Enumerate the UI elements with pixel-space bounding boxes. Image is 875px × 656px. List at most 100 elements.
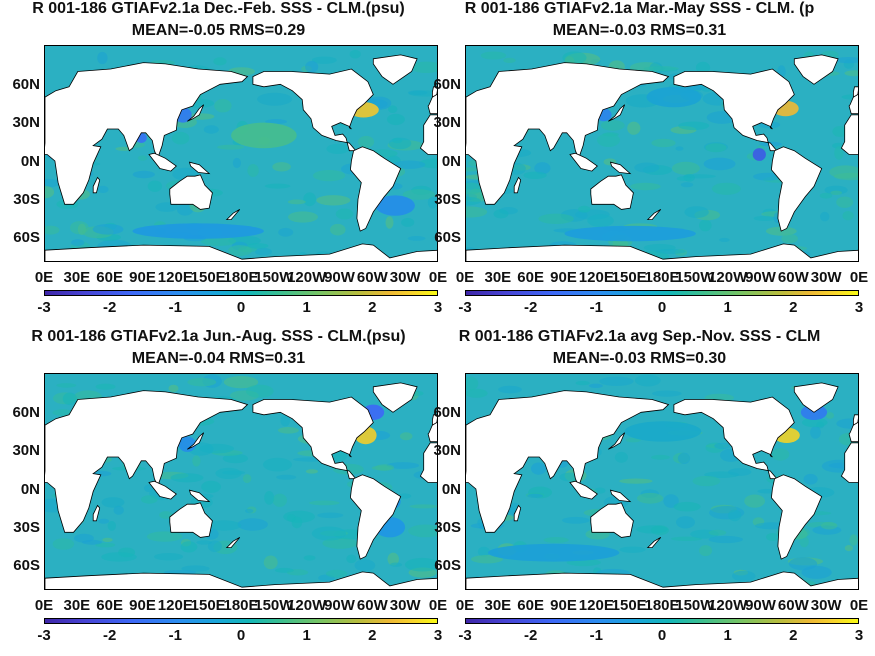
anomaly-cell [213, 57, 227, 66]
panel-stats: MEAN=-0.03 RMS=0.30 [552, 350, 727, 367]
anomaly-cell [692, 475, 721, 487]
land-madagascar [513, 176, 522, 194]
anomaly-cell [107, 521, 116, 531]
anomaly-cell [371, 465, 393, 471]
anomaly-cell [781, 233, 798, 244]
lon-tick-label: 30W [810, 269, 842, 286]
anomaly-cell [630, 182, 661, 191]
anomaly-cell [278, 227, 294, 237]
anomaly-cell [264, 183, 291, 189]
anomaly-cell [159, 511, 173, 519]
anomaly-cell [223, 376, 259, 389]
land-south-america [349, 474, 402, 560]
anomaly-cell [587, 214, 614, 228]
anomaly-cell [242, 474, 252, 484]
anomaly-hotspot [178, 436, 197, 452]
anomaly-cell [600, 120, 625, 131]
anomaly-cell [503, 57, 516, 63]
anomaly-cell [480, 51, 507, 60]
lat-tick-label: 30S [13, 519, 40, 536]
anomaly-cell [527, 493, 543, 498]
land-greenland [793, 54, 839, 85]
lon-tick-label: 180E [223, 269, 259, 286]
anomaly-cell [466, 196, 481, 206]
sss-anomaly-map [466, 374, 858, 589]
anomaly-cell [695, 61, 711, 74]
land-europe-west [427, 94, 437, 115]
colorbar-tick-label: -3 [458, 299, 472, 316]
lon-tick-label: 90W [745, 269, 776, 286]
anomaly-cell [388, 137, 412, 150]
anomaly-cell [634, 162, 660, 173]
land-japan [187, 432, 205, 450]
lon-tick-label: 0E [34, 269, 54, 286]
colorbar-tick-label: 0 [236, 627, 246, 644]
colorbar-tick-label: 1 [723, 299, 732, 316]
anomaly-cell [311, 56, 337, 64]
anomaly-cell [287, 199, 306, 205]
anomaly-cell [309, 500, 340, 506]
lon-tick-label: 60W [356, 269, 388, 286]
anomaly-cell [732, 570, 756, 582]
map-panel: R 001-186 GTIAFv2.1a Jun.-Aug. SSS - CLM… [0, 328, 447, 656]
land-north-america [252, 68, 374, 152]
anomaly-cell [678, 121, 710, 131]
anomaly-cell [257, 92, 293, 106]
anomaly-cell [699, 219, 712, 232]
anomaly-cell [830, 190, 843, 195]
anomaly-cell [146, 531, 183, 542]
anomaly-cell [330, 223, 346, 236]
lat-tick-label: 30S [13, 191, 40, 208]
anomaly-cell [477, 546, 490, 557]
anomaly-cell [599, 376, 634, 386]
anomaly-cell [531, 462, 547, 475]
lon-tick-label: 150W [675, 597, 715, 614]
anomaly-cell [634, 374, 661, 387]
anomaly-cell [141, 495, 158, 504]
anomaly-cell [842, 211, 854, 221]
anomaly-cell [820, 211, 830, 222]
anomaly-cell [788, 557, 818, 571]
colorbar-tick-label: -3 [37, 299, 51, 316]
lon-tick-label: 30W [389, 597, 421, 614]
anomaly-cell [728, 468, 752, 476]
lon-tick-label: 120E [157, 597, 193, 614]
land-madagascar [92, 504, 101, 522]
land-south-america [349, 146, 402, 232]
anomaly-cell [597, 133, 620, 147]
anomaly-hotspot [646, 86, 702, 108]
anomaly-cell [393, 160, 426, 169]
lat-tick-label: 60S [13, 557, 40, 574]
land-eurasia-africa [45, 62, 249, 205]
land-japan [608, 432, 626, 450]
colorbar-tick-label: 2 [368, 627, 377, 644]
anomaly-cell [409, 504, 437, 509]
sss-anomaly-map [45, 374, 437, 589]
land-antarctica [466, 571, 858, 589]
colorbar-tick-label: -3 [37, 627, 51, 644]
anomaly-cell [95, 383, 116, 390]
anomaly-cell [200, 236, 237, 246]
lon-tick-label: 30E [484, 597, 512, 614]
anomaly-cell [81, 539, 103, 545]
lon-tick-label: 120E [157, 269, 193, 286]
land-new-guinea [188, 161, 211, 175]
anomaly-cell [676, 176, 692, 181]
land-new-zealand [646, 537, 662, 549]
anomaly-cell [399, 432, 413, 441]
anomaly-cell [819, 192, 833, 199]
anomaly-cell [670, 536, 703, 541]
anomaly-cell [288, 211, 318, 223]
anomaly-cell [466, 182, 482, 195]
lon-tick-label: 90W [745, 597, 776, 614]
lon-tick-label: 30E [63, 597, 91, 614]
anomaly-cell [325, 569, 348, 578]
anomaly-cell [619, 546, 646, 553]
anomaly-cell [92, 224, 124, 235]
colorbar-tick-label: -1 [168, 299, 182, 316]
land-new-guinea [609, 161, 632, 175]
colorbar-tick-label: -1 [168, 627, 182, 644]
lat-tick-label: 30N [433, 114, 461, 131]
anomaly-cell [187, 377, 217, 387]
anomaly-cell [523, 171, 547, 179]
